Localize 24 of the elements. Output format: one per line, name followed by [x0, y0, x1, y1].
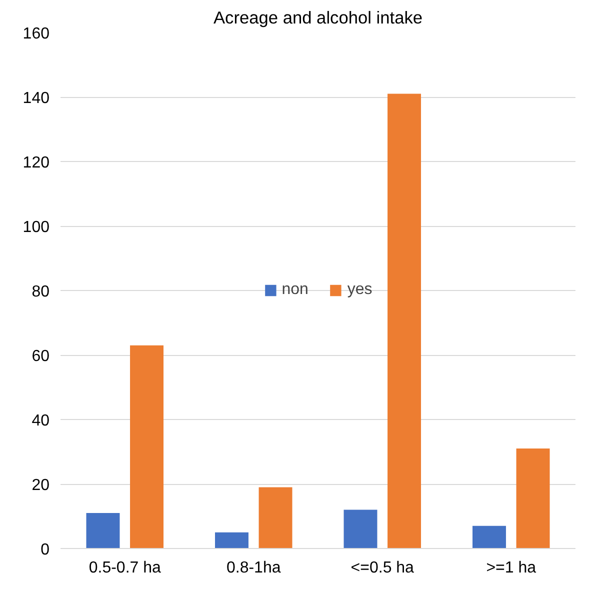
y-tick-label: 40 — [32, 412, 50, 430]
y-tick-label: 100 — [22, 219, 50, 236]
x-tick-label: 0.8-1ha — [226, 560, 281, 576]
y-tick-label: 140 — [22, 90, 50, 107]
bar — [86, 513, 120, 548]
chart-title: Acreage and alcohol intake — [213, 8, 423, 28]
bar — [344, 510, 378, 548]
x-tick-label: <=0.5 ha — [350, 560, 414, 576]
y-tick-label: 60 — [32, 348, 50, 365]
bar — [472, 526, 506, 548]
legend-label: non — [282, 281, 308, 299]
y-tick-label: 160 — [22, 26, 50, 42]
x-tick-label: >=1 ha — [486, 560, 536, 576]
y-tick-label: 0 — [40, 542, 50, 558]
bar — [516, 448, 550, 548]
y-tick-label: 20 — [32, 477, 50, 494]
bar — [130, 345, 164, 548]
bar — [215, 532, 248, 548]
x-tick-label: 0.5-0.7 ha — [88, 560, 162, 576]
bar — [258, 487, 292, 548]
bar — [388, 94, 421, 548]
legend-label: yes — [347, 281, 372, 299]
y-tick-label: 80 — [32, 284, 50, 300]
y-tick-label: 120 — [22, 154, 50, 172]
